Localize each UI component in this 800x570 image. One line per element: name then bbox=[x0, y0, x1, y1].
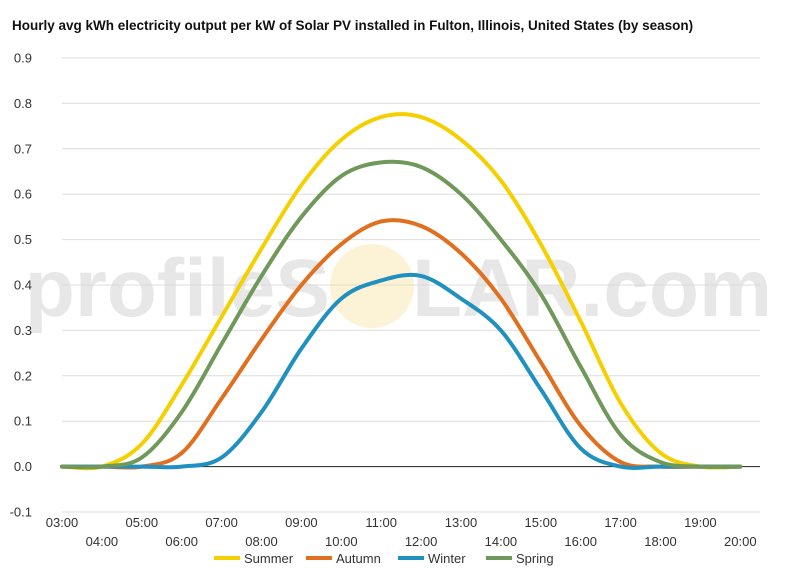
x-tick-label: 07:00 bbox=[205, 515, 238, 530]
x-tick-label: 14:00 bbox=[485, 534, 518, 549]
y-tick-label: 0.2 bbox=[14, 368, 32, 383]
x-tick-label: 12:00 bbox=[405, 534, 438, 549]
x-tick-label: 03:00 bbox=[46, 515, 79, 530]
series-line-summer bbox=[60, 112, 743, 471]
x-tick-label: 16:00 bbox=[564, 534, 597, 549]
x-tick-label: 20:00 bbox=[724, 534, 757, 549]
y-tick-label: 0.5 bbox=[14, 232, 32, 247]
y-axis-ticks: -0.1 0.0 0.1 0.2 0.3 0.4 0.5 0.6 0.7 0.8 0.9 bbox=[10, 51, 32, 520]
legend-label: Autumn bbox=[336, 551, 381, 566]
x-tick-label: 13:00 bbox=[445, 515, 478, 530]
x-tick-label: 15:00 bbox=[525, 515, 558, 530]
y-tick-label: 0.3 bbox=[14, 323, 32, 338]
watermark-text-right: LAR.com bbox=[412, 243, 772, 334]
watermark-text-left: profileS bbox=[25, 243, 330, 334]
x-tick-label: 06:00 bbox=[165, 534, 198, 549]
x-tick-label: 10:00 bbox=[325, 534, 358, 549]
legend-item-summer[interactable]: Summer bbox=[214, 551, 294, 566]
x-tick-label: 17:00 bbox=[604, 515, 637, 530]
grid-lines bbox=[62, 57, 760, 513]
legend-item-spring[interactable]: Spring bbox=[486, 551, 554, 566]
y-tick-label: 0.7 bbox=[14, 141, 32, 156]
watermark: profileS LAR.com bbox=[25, 243, 772, 334]
x-tick-label: 05:00 bbox=[126, 515, 159, 530]
x-tick-label: 08:00 bbox=[245, 534, 278, 549]
x-axis-ticks: 03:00 04:00 05:00 06:00 07:00 08:00 09:00 10:00… bbox=[46, 515, 757, 549]
legend-item-winter[interactable]: Winter bbox=[398, 551, 466, 566]
y-tick-label: 0.9 bbox=[14, 51, 32, 66]
watermark-sun-icon bbox=[330, 244, 414, 328]
x-tick-label: 18:00 bbox=[644, 534, 677, 549]
y-tick-label: 0.1 bbox=[14, 414, 32, 429]
x-tick-label: 11:00 bbox=[365, 515, 397, 530]
y-tick-label: 0.8 bbox=[14, 96, 32, 111]
y-tick-label: 0.4 bbox=[14, 278, 32, 293]
x-tick-label: 04:00 bbox=[86, 534, 119, 549]
x-tick-label: 09:00 bbox=[285, 515, 318, 530]
series-line-autumn bbox=[60, 218, 743, 470]
series-line-spring bbox=[60, 159, 743, 470]
legend-label: Winter bbox=[428, 551, 466, 566]
legend-label: Summer bbox=[244, 551, 294, 566]
legend: Summer Autumn Winter Spring bbox=[214, 551, 554, 566]
x-tick-label: 19:00 bbox=[684, 515, 717, 530]
series-line-winter bbox=[60, 272, 743, 470]
y-tick-label: 0.0 bbox=[14, 459, 32, 474]
y-tick-label: 0.6 bbox=[14, 187, 32, 202]
y-tick-label: -0.1 bbox=[10, 505, 32, 520]
series-lines bbox=[60, 112, 743, 471]
legend-label: Spring bbox=[516, 551, 554, 566]
legend-item-autumn[interactable]: Autumn bbox=[306, 551, 381, 566]
chart-title: Hourly avg kWh electricity output per kW… bbox=[12, 18, 694, 33]
